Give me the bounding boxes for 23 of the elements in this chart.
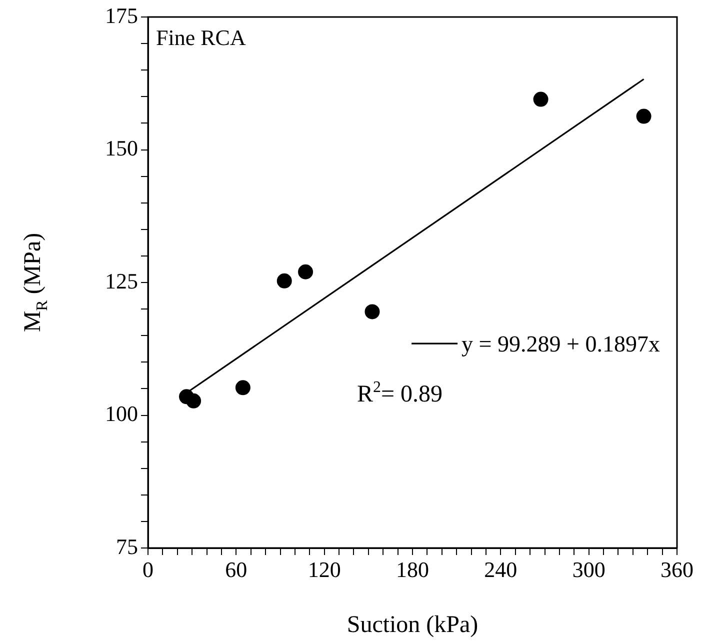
point: [276, 273, 292, 288]
point: [636, 108, 652, 124]
x-tick-label: 240: [484, 556, 518, 582]
y-tick-label: 125: [105, 268, 138, 294]
x-tick-label: 180: [396, 556, 429, 582]
legend-label: y = 99.289 + 0.1897x: [462, 332, 660, 357]
x-tick-label: 300: [572, 556, 606, 582]
x-tick-label: 60: [225, 556, 248, 582]
x-axis-title: Suction (kPa): [346, 612, 478, 638]
y-tick-label: 150: [105, 136, 138, 161]
point: [298, 264, 314, 280]
x-tick-label: 360: [660, 556, 694, 582]
point: [533, 92, 548, 107]
x-tick-label: 120: [308, 556, 341, 582]
y-tick-label: 175: [105, 2, 138, 28]
point: [186, 393, 202, 408]
point: [235, 380, 250, 396]
y-tick-label: 100: [105, 401, 138, 426]
point: [364, 304, 380, 320]
y-axis-title: MR (MPa): [20, 232, 52, 332]
y-tick-label: 75: [116, 534, 138, 559]
chart-title: Fine RCA: [156, 25, 246, 50]
x-tick-label: 0: [142, 556, 154, 582]
